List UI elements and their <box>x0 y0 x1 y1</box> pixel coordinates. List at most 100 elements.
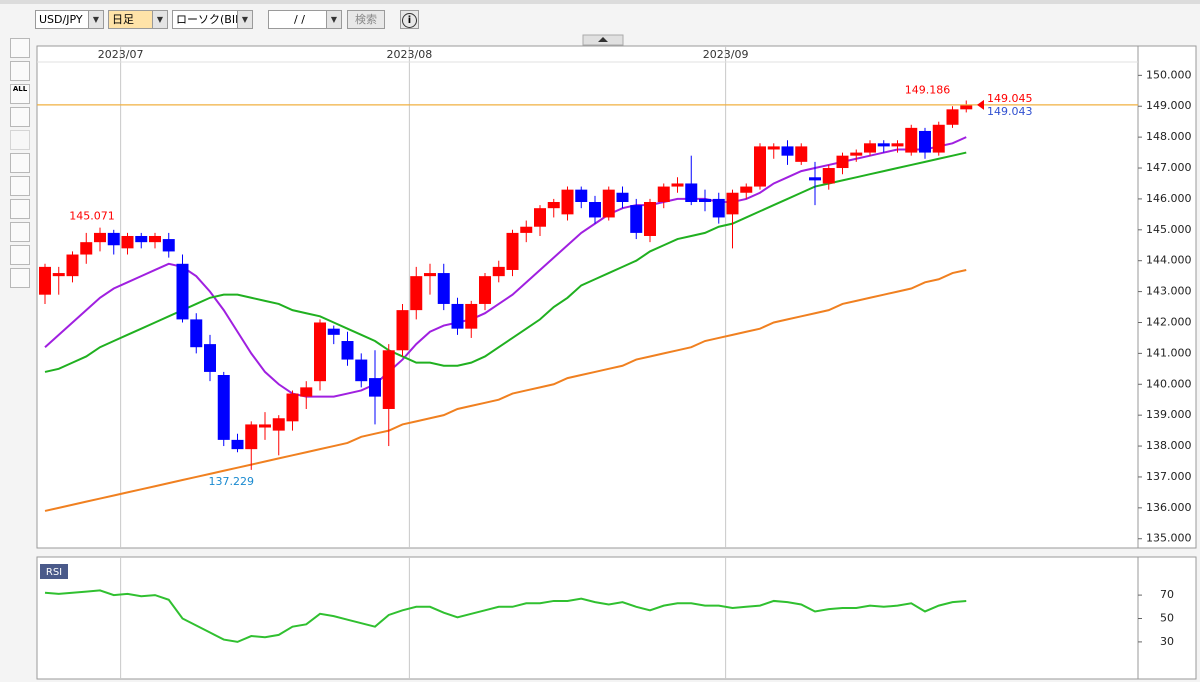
candle-body <box>630 205 643 233</box>
dropdown-arrow[interactable]: ▼ <box>152 11 167 28</box>
candle-body <box>575 189 588 203</box>
candle-body <box>341 341 354 360</box>
dropdown-arrow[interactable]: ▼ <box>237 11 252 28</box>
all-tool[interactable]: ALL <box>10 84 30 104</box>
y-tick-label: 144.000 <box>1146 254 1192 267</box>
chart-type-text: ローソク(BID) <box>176 13 248 26</box>
candle-body <box>314 322 326 382</box>
last-price-label: 149.045 <box>987 92 1033 105</box>
info-button[interactable]: i <box>400 10 419 29</box>
y-tick-label: 142.000 <box>1146 315 1192 328</box>
candle-body <box>465 303 478 329</box>
search-text: 検索 <box>355 13 377 26</box>
candle-body <box>437 273 450 304</box>
candle-body <box>39 266 51 295</box>
price-axis-pane <box>1137 45 1197 549</box>
title-strip <box>0 0 1200 4</box>
moving-average-line <box>44 151 967 373</box>
candle-body <box>602 189 615 218</box>
date-input[interactable]: / / ▼ <box>268 10 342 29</box>
candle-body <box>451 303 464 329</box>
color-tool[interactable] <box>10 199 30 219</box>
view-tool[interactable] <box>10 222 30 242</box>
y-tick-label: 70 <box>1160 588 1174 601</box>
indicator-tool[interactable] <box>10 153 30 173</box>
y-tick-label: 30 <box>1160 635 1174 648</box>
y-tick-label: 150.000 <box>1146 68 1192 81</box>
candle-body <box>204 344 216 372</box>
info-icon: i <box>402 13 417 28</box>
candle-body <box>272 418 285 431</box>
y-tick-label: 138.000 <box>1146 439 1192 452</box>
candle-body <box>960 104 973 110</box>
candle-body <box>66 254 79 277</box>
x-tick-label: 2023/09 <box>703 48 749 61</box>
search-button[interactable]: 検索 <box>347 10 385 29</box>
candle-body <box>946 109 959 125</box>
candle-body <box>520 226 533 233</box>
symbol-select[interactable]: USD/JPY ▼ <box>35 10 104 29</box>
all-text: ALL <box>12 85 28 93</box>
candle-body <box>891 143 904 147</box>
candle-body <box>369 378 381 397</box>
candle-body <box>809 177 821 181</box>
y-tick-label: 140.000 <box>1146 377 1192 390</box>
candle-body <box>864 143 876 153</box>
dropdown-arrow[interactable]: ▼ <box>326 11 341 28</box>
candle-body <box>259 424 271 428</box>
candle-body <box>492 266 505 277</box>
ask-price-label: 149.043 <box>987 105 1033 118</box>
line-tool[interactable] <box>10 61 30 81</box>
candle-body <box>657 186 670 203</box>
collapse-arrow <box>598 37 608 42</box>
candle-body <box>795 146 808 162</box>
moving-average-line <box>44 268 967 512</box>
indicator-title: RSI <box>46 567 62 578</box>
rsi-line <box>44 589 967 643</box>
indicator-badge <box>40 564 68 579</box>
candle-body <box>781 146 794 156</box>
dropdown-arrow[interactable]: ▼ <box>88 11 103 28</box>
candle-body <box>589 202 601 218</box>
candle-body <box>822 168 835 184</box>
candle-body <box>644 202 656 236</box>
zoom-in-tool[interactable] <box>10 107 30 127</box>
candle-body <box>479 276 491 304</box>
data-tool[interactable] <box>10 176 30 196</box>
candle-body <box>616 192 629 203</box>
zoom-out-tool[interactable] <box>10 130 30 150</box>
y-tick-label: 149.000 <box>1146 99 1192 112</box>
cursor-tool[interactable] <box>10 38 30 58</box>
y-tick-label: 136.000 <box>1146 501 1192 514</box>
candle-body <box>300 387 313 397</box>
x-tick-label: 2023/08 <box>387 48 433 61</box>
y-tick-label: 148.000 <box>1146 130 1192 143</box>
candle-body <box>850 152 863 156</box>
x-tick-label: 2023/07 <box>98 48 144 61</box>
chart-type-select[interactable]: ローソク(BID) ▼ <box>172 10 253 29</box>
candle-body <box>547 202 560 209</box>
candle-body <box>671 183 684 187</box>
candle-body <box>712 198 725 218</box>
timeframe-select[interactable]: 日足 ▼ <box>108 10 168 29</box>
y-tick-label: 146.000 <box>1146 192 1192 205</box>
candle-body <box>121 235 134 249</box>
print-tool[interactable] <box>10 245 30 265</box>
y-tick-label: 135.000 <box>1146 532 1192 545</box>
candle-body <box>534 208 546 227</box>
table-tool[interactable] <box>10 268 30 288</box>
candle-body <box>740 186 753 193</box>
main-pane <box>36 45 1139 549</box>
timeframe-text: 日足 <box>112 13 134 26</box>
candle-body <box>877 143 890 147</box>
symbol-text: USD/JPY <box>39 13 83 26</box>
price-marker <box>977 99 984 110</box>
candle-body <box>149 235 161 243</box>
candle-body <box>424 273 436 277</box>
candle-body <box>217 375 230 440</box>
candle-body <box>561 189 574 215</box>
y-tick-label: 139.000 <box>1146 408 1192 421</box>
candle-body <box>767 146 780 150</box>
